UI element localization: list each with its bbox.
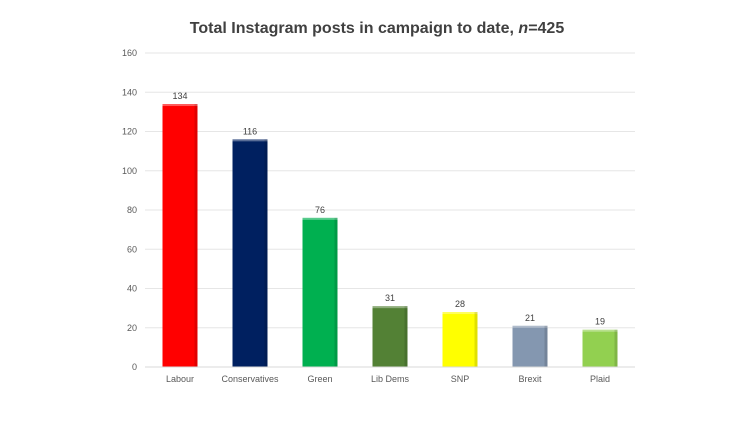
y-tick-label: 80 [127, 205, 137, 215]
category-label: Conservatives [221, 374, 279, 384]
data-label: 76 [315, 205, 325, 215]
category-label: Lib Dems [371, 374, 410, 384]
bar-conservatives [232, 139, 268, 367]
bar-lib-dems [372, 306, 408, 367]
data-labels: 134 116 76 31 28 21 19 [172, 91, 605, 327]
category-label: SNP [451, 374, 470, 384]
bar-shade [614, 329, 618, 367]
bar-highlight [162, 104, 198, 107]
y-tick-label: 120 [122, 127, 137, 137]
bar-highlight [232, 139, 268, 142]
y-tick-label: 20 [127, 323, 137, 333]
grid-lines [145, 52, 635, 329]
x-axis-categories: Labour Conservatives Green Lib Dems SNP Brexi… [166, 374, 610, 384]
data-label: 21 [525, 313, 535, 323]
bars [162, 104, 618, 368]
chart-title-n: n [518, 20, 529, 37]
bar-brexit [512, 325, 548, 367]
data-label: 134 [172, 91, 187, 101]
y-tick-label: 100 [122, 166, 137, 176]
bar-highlight [512, 325, 548, 328]
bar-green [302, 217, 338, 367]
chart-title-text: Total Instagram posts in campaign to dat… [189, 20, 519, 37]
bar-shade [474, 312, 478, 367]
data-label: 19 [595, 317, 605, 327]
bar-shade [544, 325, 548, 367]
y-tick-label: 140 [122, 87, 137, 97]
chart-title-n-value: =425 [528, 20, 565, 37]
bar-highlight [582, 329, 618, 332]
bar-shade [404, 306, 408, 367]
bar-shade [334, 217, 338, 367]
data-label: 116 [243, 126, 257, 136]
bar-highlight [372, 306, 408, 309]
data-label: 28 [455, 299, 465, 309]
y-tick-label: 0 [132, 362, 137, 372]
y-axis-ticks: 0 20 40 60 80 100 120 140 160 [122, 48, 137, 372]
bar-highlight [302, 217, 338, 220]
y-tick-label: 60 [127, 244, 137, 254]
bar-shade [194, 104, 198, 368]
bar-highlight [442, 312, 478, 315]
bar-shade [264, 139, 268, 367]
category-label: Labour [166, 374, 194, 384]
data-label: 31 [385, 293, 395, 303]
category-label: Green [307, 374, 332, 384]
bar-snp [442, 312, 478, 367]
y-tick-label: 160 [122, 48, 137, 58]
category-label: Plaid [590, 374, 610, 384]
category-label: Brexit [518, 374, 542, 384]
bar-plaid [582, 329, 618, 367]
chart-title: Total Instagram posts in campaign to dat… [0, 20, 754, 38]
bar-labour [162, 104, 198, 368]
y-tick-label: 40 [127, 284, 137, 294]
